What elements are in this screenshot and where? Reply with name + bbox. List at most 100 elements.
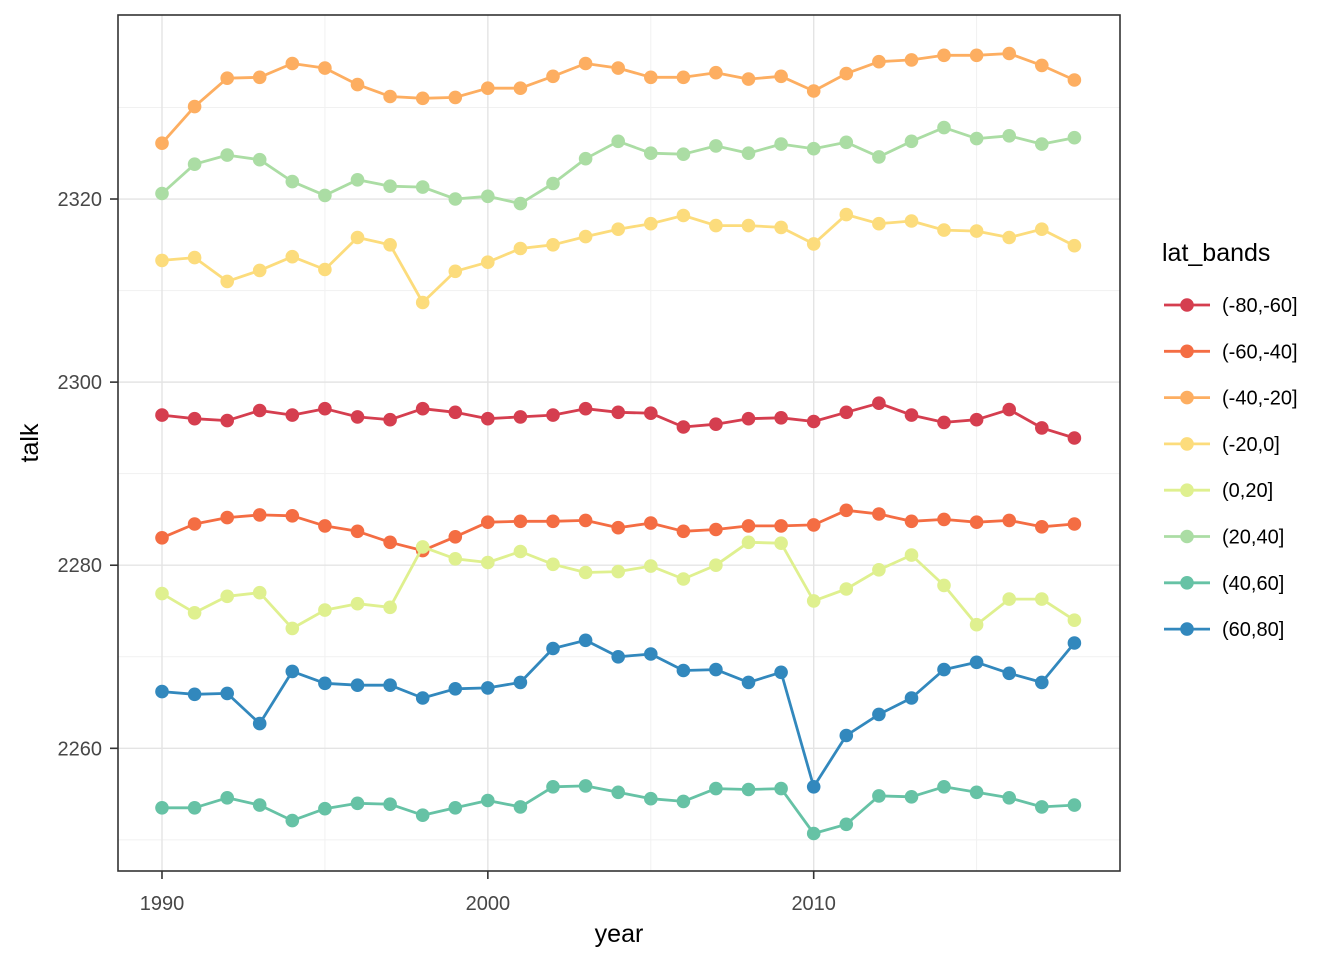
series-(20,40] — [155, 120, 1082, 211]
data-point — [187, 801, 202, 815]
data-point — [285, 56, 300, 71]
data-point — [709, 558, 723, 572]
data-point — [546, 780, 560, 794]
data-point — [285, 408, 300, 422]
data-point — [415, 295, 430, 310]
data-point — [350, 77, 365, 92]
data-point — [904, 514, 919, 529]
data-point — [611, 650, 625, 664]
data-point — [774, 536, 788, 550]
data-point — [448, 552, 463, 566]
data-point — [318, 61, 332, 75]
data-point — [415, 91, 430, 106]
legend-label: (40,60] — [1222, 573, 1284, 595]
legend-item-(-40,-20]: (-40,-20] — [1164, 388, 1298, 410]
data-point — [709, 781, 723, 796]
data-point — [220, 413, 234, 428]
data-point — [383, 797, 397, 811]
data-point — [741, 675, 756, 690]
legend-item-(-80,-60]: (-80,-60] — [1164, 295, 1298, 317]
data-point — [383, 678, 397, 692]
legend-item-(0,20]: (0,20] — [1164, 480, 1273, 502]
legend-label: (60,80] — [1222, 619, 1284, 641]
data-point — [644, 559, 658, 573]
data-point — [448, 801, 463, 815]
legend-title: lat_bands — [1162, 239, 1270, 267]
data-point — [252, 585, 267, 600]
data-point — [611, 222, 625, 236]
data-point — [904, 53, 919, 67]
data-point — [1002, 592, 1016, 606]
series-(60,80] — [155, 633, 1082, 794]
data-point — [350, 410, 365, 424]
data-point — [839, 728, 854, 743]
data-point — [187, 517, 202, 531]
data-point — [904, 134, 919, 149]
data-point — [1035, 675, 1049, 690]
legend-key-point — [1180, 437, 1194, 451]
data-point — [774, 781, 788, 796]
data-point — [969, 224, 984, 238]
data-point — [741, 72, 756, 86]
data-series — [155, 46, 1082, 841]
data-point — [937, 780, 951, 794]
data-point — [252, 798, 267, 812]
data-point — [220, 274, 234, 289]
data-point — [676, 208, 691, 223]
y-axis: 2260 2280 2300 2320 — [58, 189, 118, 760]
data-point — [383, 535, 397, 550]
data-point — [350, 596, 365, 611]
data-point — [187, 99, 202, 114]
data-point — [318, 519, 332, 533]
data-point — [383, 89, 397, 104]
data-point — [187, 250, 202, 265]
data-point — [546, 408, 560, 422]
data-point — [806, 826, 821, 841]
data-point — [546, 176, 560, 191]
data-point — [1067, 238, 1082, 253]
data-point — [1067, 130, 1082, 145]
data-point — [644, 406, 658, 421]
data-point — [318, 801, 332, 816]
data-point — [644, 647, 658, 661]
x-tick-label: 2000 — [466, 893, 511, 915]
data-point — [1035, 421, 1049, 435]
data-point — [1035, 58, 1049, 73]
data-point — [1002, 46, 1016, 61]
data-point — [155, 684, 169, 699]
panel-border — [117, 14, 1121, 872]
data-point — [904, 408, 919, 422]
data-point — [904, 691, 919, 705]
x-tick-label: 1990 — [140, 893, 185, 915]
y-tick-label: 2280 — [58, 555, 103, 577]
data-point — [839, 66, 854, 81]
y-tick-label: 2260 — [58, 738, 103, 760]
data-point — [1067, 636, 1082, 650]
data-point — [1002, 402, 1016, 417]
data-point — [155, 531, 169, 545]
data-point — [969, 785, 984, 800]
data-point — [937, 662, 951, 677]
data-point — [383, 600, 397, 615]
data-point — [611, 564, 625, 579]
data-point — [187, 606, 202, 620]
data-point — [676, 420, 691, 434]
data-point — [611, 134, 625, 149]
data-point — [448, 192, 463, 206]
data-point — [611, 61, 625, 75]
data-point — [513, 196, 528, 211]
data-point — [155, 801, 169, 815]
data-point — [644, 791, 658, 806]
data-point — [318, 188, 332, 203]
data-point — [676, 794, 691, 809]
data-point — [513, 410, 528, 424]
data-point — [187, 157, 202, 171]
data-point — [872, 216, 886, 231]
data-point — [806, 84, 821, 98]
data-point — [1067, 73, 1082, 87]
data-point — [709, 218, 723, 233]
data-point — [155, 586, 169, 601]
data-point — [774, 69, 788, 84]
data-point — [481, 255, 495, 269]
data-point — [155, 253, 169, 268]
